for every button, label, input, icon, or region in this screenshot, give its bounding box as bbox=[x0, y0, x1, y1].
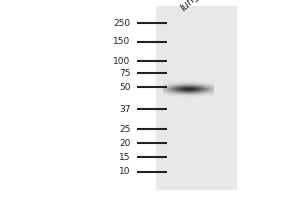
Text: 75: 75 bbox=[119, 68, 130, 77]
Text: lung: lung bbox=[178, 0, 202, 13]
Text: 50: 50 bbox=[119, 83, 130, 92]
Text: 20: 20 bbox=[119, 138, 130, 148]
Text: 100: 100 bbox=[113, 56, 130, 66]
Text: 25: 25 bbox=[119, 124, 130, 134]
Text: 15: 15 bbox=[119, 152, 130, 162]
Text: 10: 10 bbox=[119, 168, 130, 176]
Bar bbox=[156, 6, 237, 190]
Text: 150: 150 bbox=[113, 38, 130, 46]
Text: 250: 250 bbox=[113, 19, 130, 27]
Text: 37: 37 bbox=[119, 104, 130, 114]
